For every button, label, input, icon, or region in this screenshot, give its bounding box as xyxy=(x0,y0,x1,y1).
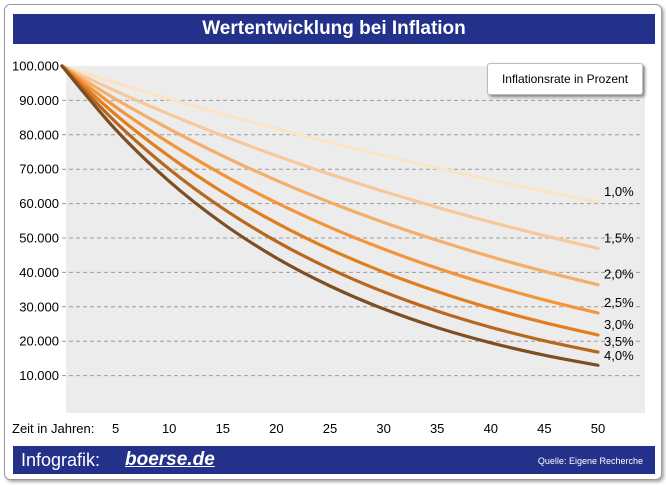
series-line-3 xyxy=(60,64,600,287)
y-tick-label: 90.000 xyxy=(19,93,59,108)
y-tick-label: 50.000 xyxy=(19,231,59,246)
y-tick-label: 40.000 xyxy=(19,265,59,280)
y-tick-label: 10.000 xyxy=(19,368,59,383)
series-end-label: 1,5% xyxy=(604,230,634,245)
y-tick-label: 70.000 xyxy=(19,162,59,177)
y-tick-label: 60.000 xyxy=(19,196,59,211)
series-line-4 xyxy=(60,64,600,315)
series-end-label: 1,0% xyxy=(604,184,634,199)
series-line-7 xyxy=(60,64,600,367)
x-tick-label: 25 xyxy=(323,421,337,436)
x-tick-label: 30 xyxy=(376,421,390,436)
series-end-label: 3,5% xyxy=(604,334,634,349)
chart-title: Wertentwicklung bei Inflation xyxy=(13,14,655,44)
source-note: Quelle: Eigene Recherche xyxy=(537,456,643,466)
series-end-label: 2,5% xyxy=(604,295,634,310)
series-line-2 xyxy=(60,64,600,250)
footer-bar: Infografik: boerse.de Quelle: Eigene Rec… xyxy=(13,446,655,474)
series-end-label: 2,0% xyxy=(604,267,634,282)
series-line-1 xyxy=(60,64,600,204)
y-tick-label: 80.000 xyxy=(19,127,59,142)
y-tick-label: 100.000 xyxy=(12,59,59,74)
x-tick-label: 15 xyxy=(216,421,230,436)
x-tick-label: 35 xyxy=(430,421,444,436)
x-tick-label: 5 xyxy=(112,421,119,436)
boerse-logo[interactable]: boerse.de xyxy=(125,449,215,470)
x-tick-label: 10 xyxy=(162,421,176,436)
y-tick-label: 30.000 xyxy=(19,299,59,314)
series-end-label: 4,0% xyxy=(604,348,634,363)
footer-brand-prefix: Infografik: xyxy=(21,450,101,470)
x-tick-label: 40 xyxy=(484,421,498,436)
x-axis-title: Zeit in Jahren: xyxy=(12,421,94,436)
x-tick-label: 20 xyxy=(269,421,283,436)
series-line-5 xyxy=(60,64,600,337)
series-end-label: 3,0% xyxy=(604,317,634,332)
legend-title-box: Inflationsrate in Prozent xyxy=(487,63,643,95)
x-tick-label: 50 xyxy=(591,421,605,436)
y-tick-label: 20.000 xyxy=(19,334,59,349)
x-tick-label: 45 xyxy=(537,421,551,436)
series-line-6 xyxy=(60,64,600,354)
